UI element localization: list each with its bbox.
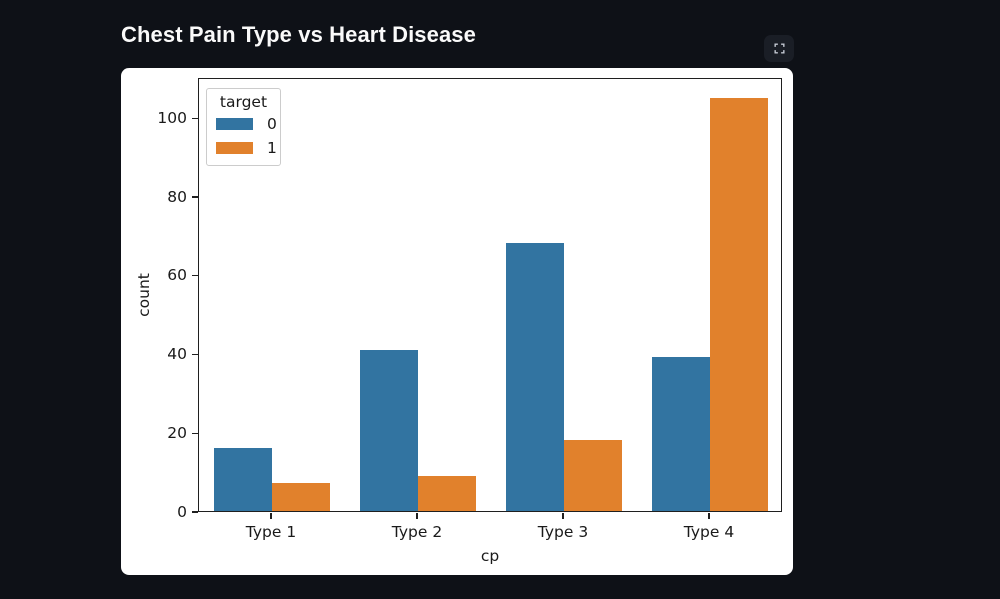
fullscreen-expand-icon [773, 43, 785, 54]
legend-entry-label: 1 [267, 139, 277, 157]
y-tick-mark [192, 432, 198, 434]
x-tick-mark [562, 513, 564, 519]
x-tick-label: Type 1 [245, 523, 297, 541]
y-tick-label: 40 [167, 345, 187, 364]
page-title: Chest Pain Type vs Heart Disease [121, 22, 476, 47]
x-tick-mark [270, 513, 272, 519]
bars-layer [199, 79, 781, 511]
bar-type-4-target-0 [651, 357, 710, 511]
y-tick-mark [192, 196, 198, 198]
x-tick-mark [416, 513, 418, 519]
bar-type-1-target-0 [213, 448, 272, 511]
x-tick-label: Type 3 [537, 523, 589, 541]
x-tick-label: Type 4 [683, 523, 735, 541]
y-tick-mark [192, 511, 198, 513]
x-tick-label: Type 2 [391, 523, 443, 541]
y-tick-label: 100 [157, 108, 187, 127]
y-tick-label: 60 [167, 266, 187, 285]
legend-swatch-target-1 [216, 142, 253, 154]
x-axis-label: cp [480, 547, 500, 565]
y-tick-mark [192, 275, 198, 277]
y-tick-label: 20 [167, 423, 187, 442]
legend-swatch-target-0 [216, 118, 253, 130]
legend-title: target [219, 93, 268, 111]
y-tick-mark [192, 117, 198, 119]
legend-entry-label: 0 [267, 115, 277, 133]
y-axis-label: count [135, 273, 153, 317]
figure-card: count cp 0 20 40 60 80 100 Type 1 Type 2 Type 3… [121, 68, 793, 575]
bar-type-3-target-1 [564, 440, 623, 511]
y-tick-label: 80 [167, 187, 187, 206]
legend-entry: 0 [207, 112, 280, 136]
x-tick-mark [708, 513, 710, 519]
bar-type-2-target-0 [359, 349, 418, 511]
bar-type-2-target-1 [418, 475, 477, 511]
fullscreen-button[interactable] [764, 35, 794, 62]
bar-type-3-target-0 [505, 243, 564, 511]
legend-entry: 1 [207, 136, 280, 160]
bar-type-1-target-1 [272, 483, 331, 511]
y-tick-label: 0 [177, 502, 187, 521]
bar-type-4-target-1 [710, 97, 769, 511]
y-tick-mark [192, 353, 198, 356]
